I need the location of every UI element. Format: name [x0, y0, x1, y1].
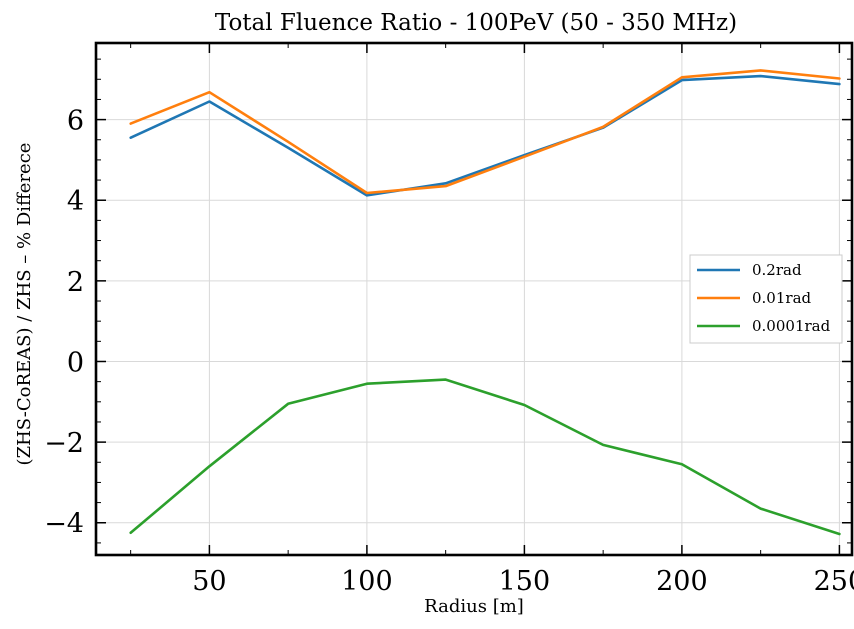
y-tick-label: −2: [44, 428, 84, 459]
y-tick-label: 0: [67, 347, 84, 378]
legend-label-0: 0.2rad: [752, 261, 802, 279]
x-tick-label: 150: [499, 566, 551, 597]
chart-title: Total Fluence Ratio - 100PeV (50 - 350 M…: [215, 10, 737, 36]
series-line-2: [129, 378, 841, 536]
y-tick-label: −4: [44, 509, 84, 540]
y-tick-label: 6: [67, 106, 84, 137]
y-tick-label: 4: [67, 186, 84, 217]
x-tick-label: 50: [192, 566, 226, 597]
series-layer: [129, 69, 841, 536]
y-tick-label: 2: [67, 267, 84, 298]
x-tick-labels: 50 100 150 200 250: [192, 566, 854, 597]
x-tick-label: 200: [656, 566, 708, 597]
x-tick-label: 250: [814, 566, 854, 597]
legend-label-2: 0.0001rad: [752, 317, 831, 335]
y-tick-labels: −4 −2 0 2 4 6: [44, 106, 84, 540]
series-line-1: [129, 69, 841, 195]
legend-label-1: 0.01rad: [752, 289, 812, 307]
series-line-0: [129, 74, 841, 197]
x-axis-label: Radius [m]: [424, 596, 524, 617]
axis-ticks: [96, 43, 852, 555]
y-axis-label: (ZHS-CoREAS) / ZHS – % Differece: [14, 143, 35, 466]
legend: 0.2rad 0.01rad 0.0001rad: [689, 254, 843, 344]
x-tick-label: 100: [341, 566, 393, 597]
plot-frame: [94, 41, 854, 557]
